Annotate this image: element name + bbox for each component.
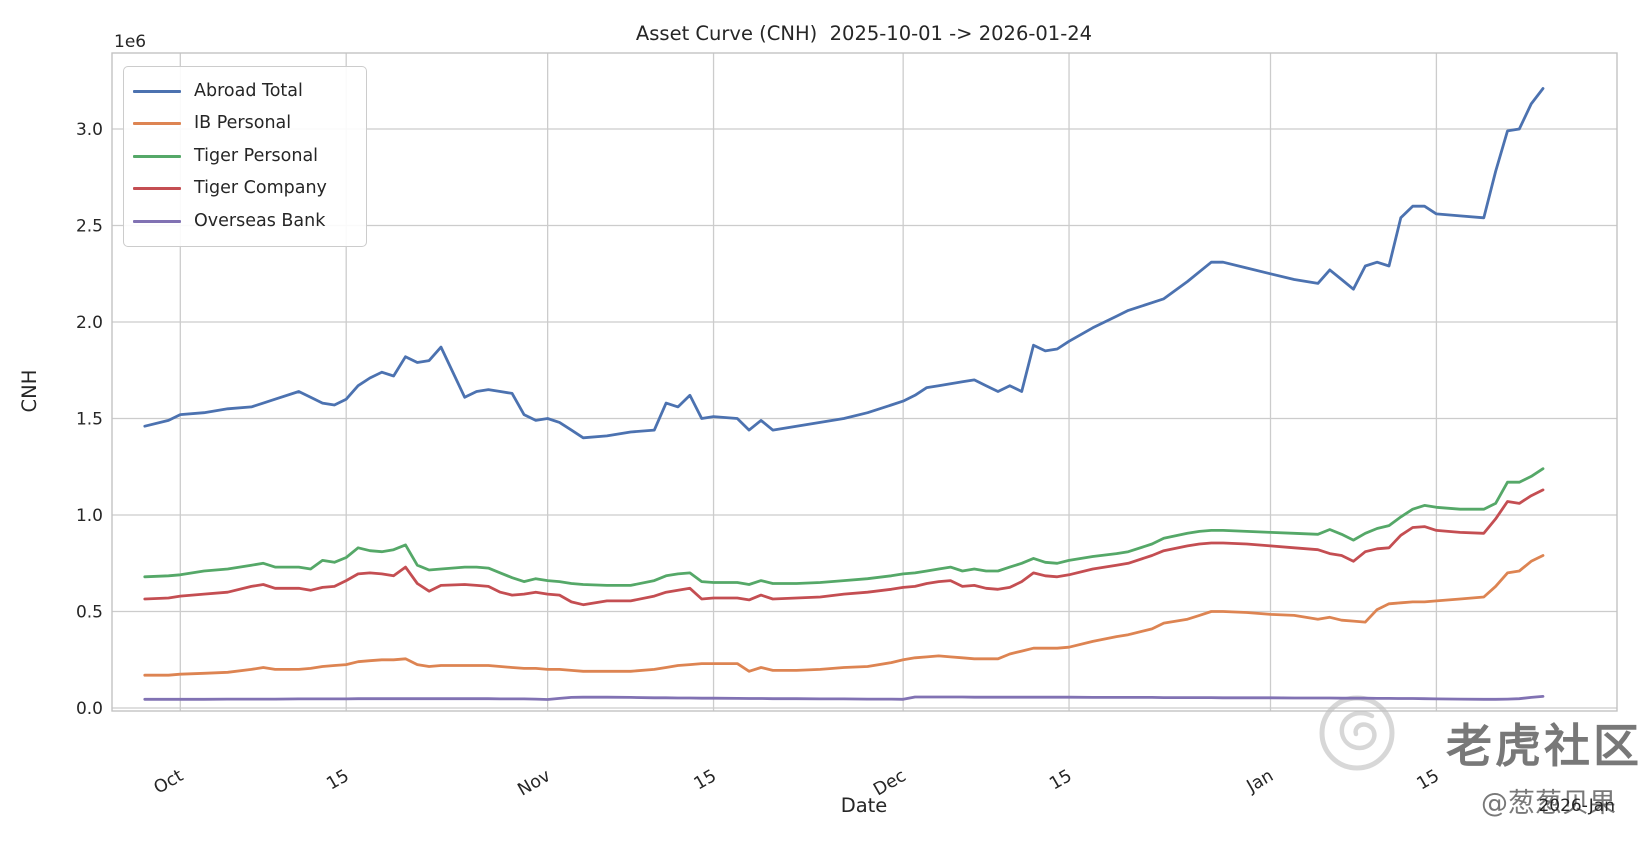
legend-line-sample [133, 89, 181, 93]
chart-title: Asset Curve (CNH) 2025-10-01 -> 2026-01-… [636, 22, 1092, 45]
data-series [143, 87, 1545, 701]
y-tick-label: 0.0 [76, 699, 103, 719]
y-tick-label: 1.0 [76, 506, 103, 526]
series-line-ib-personal [143, 554, 1545, 677]
legend-item-overseas-bank: Overseas Bank [133, 205, 356, 238]
legend-label: IB Personal [194, 113, 292, 133]
legend-item-abroad-total: Abroad Total [133, 75, 356, 108]
legend: Abroad Total IB Personal Tiger Personal Tig… [123, 66, 367, 247]
legend-label: Overseas Bank [194, 210, 326, 231]
y-axis-offset-label: 1e6 [114, 32, 146, 52]
x-tick-label: Jan [1243, 766, 1277, 797]
series-line-tiger-personal [143, 467, 1545, 587]
x-axis-offset-label: 2026-Jan [1538, 796, 1615, 816]
legend-line-sample [133, 187, 181, 191]
series-line-abroad-total [143, 87, 1545, 440]
x-tick-label: Oct [151, 766, 187, 799]
y-axis-label: CNH [18, 370, 41, 413]
y-tick-label: 2.5 [76, 217, 103, 237]
x-axis-label: Date [841, 794, 888, 817]
series-line-tiger-company [143, 488, 1545, 607]
x-tick-label: 15 [1046, 766, 1075, 794]
y-tick-label: 3.0 [76, 120, 103, 140]
watermark: 老虎社区 @葱葱贝果 [1319, 695, 1638, 819]
watermark-user-text: @葱葱贝果 [1481, 788, 1616, 819]
watermark-community-text: 老虎社区 [1446, 719, 1638, 773]
x-tick-label: 15 [691, 766, 720, 794]
y-tick-label: 0.5 [76, 603, 103, 623]
legend-line-sample [133, 219, 181, 223]
legend-item-tiger-personal: Tiger Personal [133, 140, 356, 173]
legend-item-tiger-company: Tiger Company [133, 173, 356, 206]
legend-item-ib-personal: IB Personal [133, 108, 356, 141]
y-tick-label: 2.0 [76, 313, 103, 333]
x-tick-label: Nov [515, 766, 555, 800]
axes-spine [111, 52, 1618, 712]
x-tick-label: 15 [323, 766, 352, 794]
legend-line-sample [133, 122, 181, 126]
legend-label: Abroad Total [194, 80, 303, 101]
x-tick-label: 15 [1414, 766, 1443, 794]
series-line-overseas-bank [143, 695, 1545, 701]
legend-label: Tiger Personal [194, 145, 319, 166]
y-tick-label: 1.5 [76, 410, 103, 430]
legend-line-sample [133, 154, 181, 158]
legend-label: Tiger Company [194, 178, 327, 198]
